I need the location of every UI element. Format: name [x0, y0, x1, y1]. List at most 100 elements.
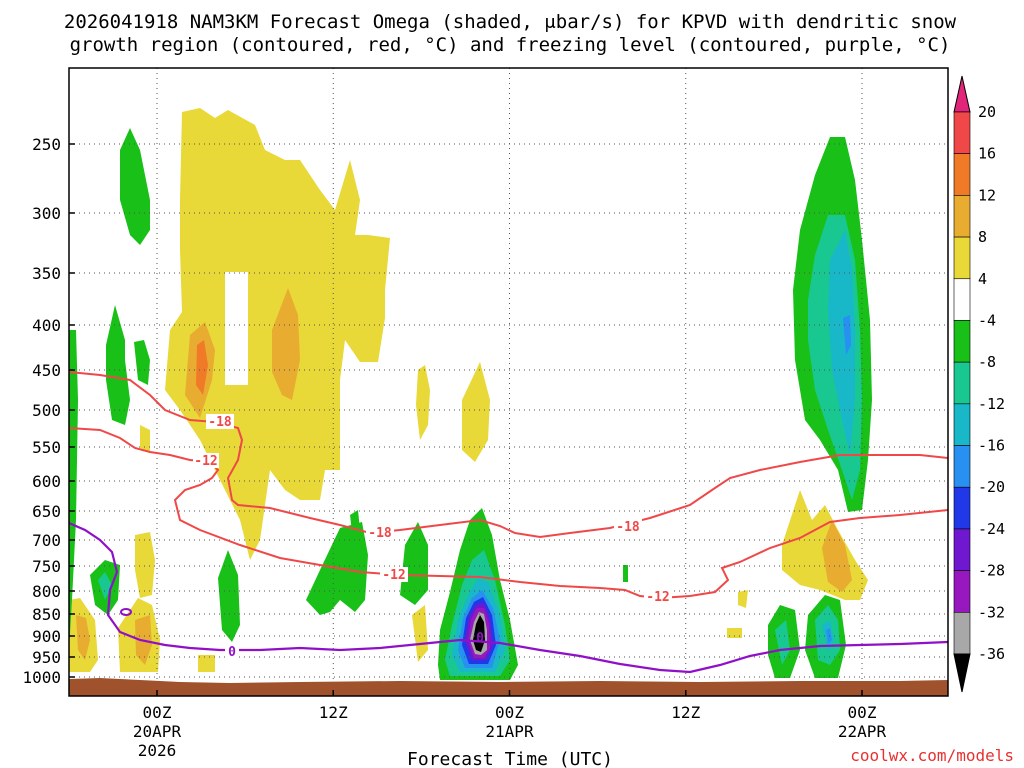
- colorbar-label: -24: [978, 520, 1005, 538]
- x-tick-label: 12Z: [671, 703, 700, 722]
- contour-label-freezing-b: 0: [476, 631, 484, 646]
- y-tick-label: 800: [32, 582, 61, 601]
- contour-label-minus18-b: -18: [368, 526, 392, 541]
- colorbar-segment: [953, 403, 971, 446]
- contour-label-minus18-c: -18: [616, 520, 640, 535]
- y-tick-label: 900: [32, 627, 61, 646]
- colorbar-label: -16: [978, 437, 1005, 455]
- contour-label-minus12-a: -12: [194, 454, 217, 469]
- colorbar-segment: [953, 570, 971, 613]
- y-axis: 250 300 350 400 450 500 550 600 650 700 750 800 850 9…: [22, 135, 75, 687]
- y-tick-label: 600: [32, 472, 61, 491]
- colorbar-label: 16: [978, 145, 996, 163]
- omega-negative-tiny: [623, 565, 628, 582]
- y-tick-label: 450: [32, 361, 61, 380]
- y-tick-label: 950: [32, 648, 61, 667]
- x-tick-label: 00Z: [143, 703, 172, 722]
- omega-gap-upper-left: [225, 272, 248, 385]
- colorbar-label: 8: [978, 228, 987, 246]
- ground-surface: [69, 678, 948, 696]
- omega-negative-upper-left: [120, 128, 150, 245]
- contour-freezing-level: [69, 521, 948, 674]
- colorbar-label: -32: [978, 603, 1005, 621]
- colorbar-segment: [953, 278, 971, 321]
- colorbar-segment: [953, 528, 971, 571]
- y-tick-label: 250: [32, 135, 61, 154]
- chart-title-line-1: 2026041918 NAM3KM Forecast Omega (shaded…: [64, 11, 957, 33]
- colorbar: 20 16 12 8 4 -4 -8 -12 -16 -20 -24 -28 -32 -36: [953, 75, 1005, 693]
- omega-positive-small-7: [727, 628, 742, 638]
- contour-label-freezing-a: 0: [228, 645, 236, 660]
- omega-region-12-mid: [272, 288, 300, 400]
- colorbar-top-triangle: [953, 75, 971, 113]
- y-tick-label: 750: [32, 557, 61, 576]
- omega-region-12-lower-left: [76, 615, 90, 660]
- omega-region-12-right: [822, 520, 852, 592]
- x-tick-label: 12Z: [319, 703, 348, 722]
- y-tick-label: 550: [32, 438, 61, 457]
- colorbar-label: -28: [978, 562, 1005, 580]
- chart-title-line-2: growth region (contoured, red, °C) and f…: [70, 34, 951, 56]
- omega-negative-left-2: [134, 340, 150, 385]
- omega-positive-small-1: [416, 365, 430, 440]
- colorbar-label: -20: [978, 478, 1005, 496]
- omega-region-minus8-lower-left: [98, 572, 112, 600]
- colorbar-label: -4: [978, 311, 996, 329]
- y-tick-label: 400: [32, 316, 61, 335]
- colorbar-segment: [953, 153, 971, 196]
- omega-region-16-upper: [196, 340, 208, 395]
- x-tick-label: 2026: [138, 741, 177, 760]
- colorbar-segment: [953, 361, 971, 405]
- contour-label-bg: [380, 567, 408, 582]
- contour-label-bg: [225, 644, 239, 659]
- contour-label-bg: [206, 414, 234, 429]
- y-tick-label: 350: [32, 264, 61, 283]
- omega-negative-lower-2: [218, 550, 240, 642]
- colorbar-segment: [953, 195, 971, 238]
- contour-label-minus12-b: -12: [382, 568, 405, 583]
- omega-region-minus12-right-column: [828, 230, 855, 455]
- y-tick-label: 500: [32, 401, 61, 420]
- colorbar-segment: [953, 445, 971, 488]
- omega-negative-left-1: [106, 305, 130, 425]
- watermark: coolwx.com/models: [850, 746, 1014, 765]
- x-tick-label: 00Z: [495, 703, 524, 722]
- contour-label-bg: [614, 519, 642, 534]
- omega-positive-small-3: [135, 532, 155, 598]
- y-tick-label: 300: [32, 204, 61, 223]
- colorbar-label: 20: [978, 103, 996, 121]
- x-tick-label: 22APR: [838, 722, 887, 741]
- omega-shading: [69, 108, 872, 680]
- omega-positive-small-6: [412, 605, 428, 662]
- colorbar-label: -12: [978, 395, 1005, 413]
- contour-label-minus18-a: -18: [208, 415, 232, 430]
- omega-negative-mid-2: [400, 522, 428, 605]
- omega-positive-small-5: [198, 655, 215, 672]
- colorbar-segment: [953, 612, 971, 655]
- contour-label-bg: [366, 525, 394, 540]
- omega-region-minus8-lower-right-1: [775, 620, 790, 665]
- x-axis-title: Forecast Time (UTC): [407, 749, 613, 768]
- contour-freezing-level-small: [120, 608, 132, 616]
- y-tick-label: 850: [32, 605, 61, 624]
- omega-negative-mid-small: [350, 510, 360, 532]
- colorbar-label: 4: [978, 270, 987, 288]
- colorbar-label: -36: [978, 645, 1005, 663]
- contour-label-bg: [193, 453, 219, 468]
- plot-border: [68, 67, 949, 697]
- colorbar-segment: [953, 486, 971, 530]
- y-tick-label: 700: [32, 531, 61, 550]
- omega-positive-small-2: [462, 362, 490, 462]
- omega-positive-small-4: [140, 425, 150, 452]
- colorbar-segment: [953, 320, 971, 363]
- contour-label-bg: [644, 589, 672, 604]
- omega-positive-small-8: [738, 590, 748, 608]
- y-tick-label: 1000: [22, 668, 61, 687]
- x-tick-label: 21APR: [485, 722, 534, 741]
- colorbar-segment: [953, 236, 971, 280]
- x-tick-label: 00Z: [848, 703, 877, 722]
- y-tick-label: 650: [32, 502, 61, 521]
- colorbar-label: 12: [978, 186, 996, 204]
